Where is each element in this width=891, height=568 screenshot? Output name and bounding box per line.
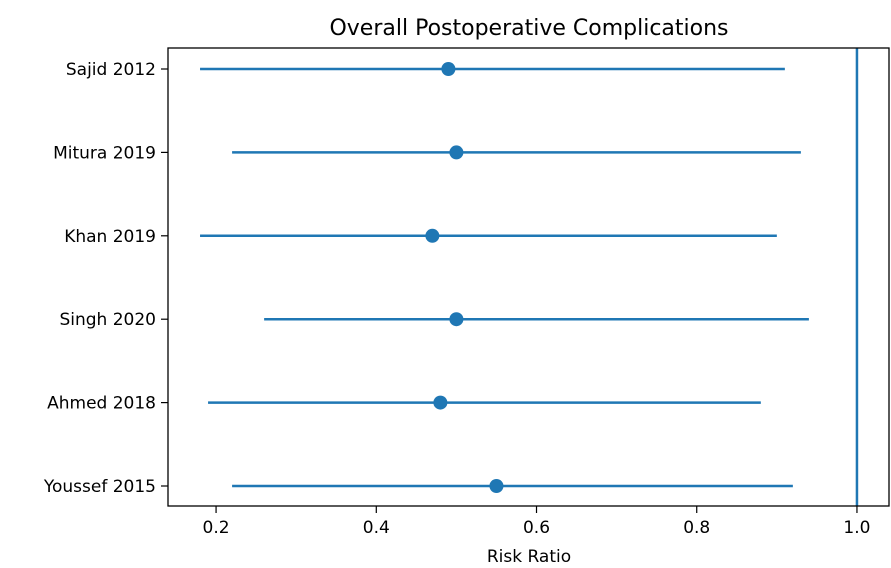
y-tick-label: Mitura 2019	[53, 143, 156, 163]
y-tick-label: Singh 2020	[59, 310, 156, 330]
chart-title: Overall Postoperative Complications	[329, 16, 728, 41]
x-tick-label: 0.8	[683, 518, 710, 538]
x-axis: 0.2 0.4 0.6 0.8 1.0	[203, 506, 870, 538]
axes-frame	[167, 47, 890, 507]
x-tick-label: 0.2	[203, 518, 230, 538]
y-tick-label: Sajid 2012	[66, 60, 156, 80]
estimate-point	[433, 395, 448, 410]
x-tick-label: 0.4	[363, 518, 390, 538]
plot-area	[200, 48, 859, 506]
y-axis: Sajid 2012 Mitura 2019 Khan 2019 Singh 2020…	[43, 60, 168, 497]
estimate-point	[489, 479, 504, 493]
y-tick-label: Khan 2019	[64, 227, 156, 247]
x-tick-label: 0.6	[523, 518, 550, 538]
y-tick-label: Ahmed 2018	[47, 394, 156, 414]
x-tick-label: 1.0	[843, 518, 870, 538]
x-axis-label: Risk Ratio	[487, 547, 571, 567]
y-tick-label: Youssef 2015	[43, 477, 156, 497]
estimate-point	[425, 228, 440, 243]
estimate-point	[449, 312, 464, 327]
estimate-point	[449, 145, 464, 160]
estimate-point	[441, 62, 456, 76]
